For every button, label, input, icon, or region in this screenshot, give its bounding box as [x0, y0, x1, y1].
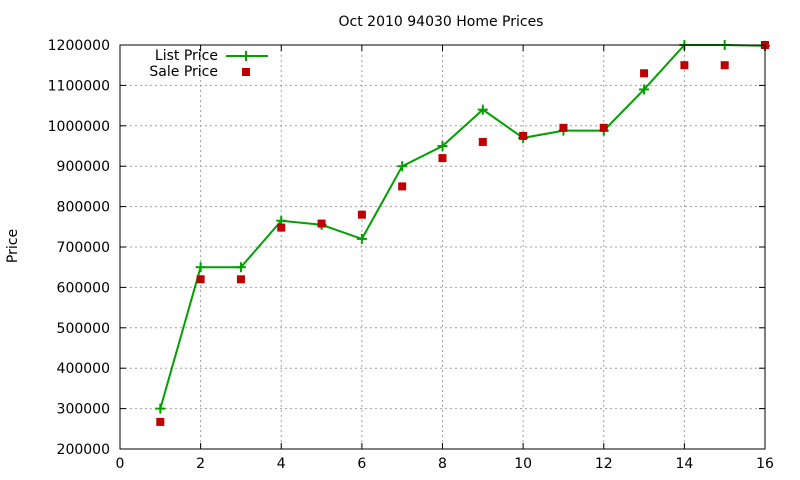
sale-price-marker — [680, 61, 689, 70]
y-tick-label: 200000 — [57, 442, 110, 458]
sale-price-marker — [478, 137, 487, 146]
list-price-marker — [437, 141, 448, 151]
sale-price-marker — [720, 61, 729, 70]
y-tick-label: 500000 — [57, 321, 110, 337]
y-axis-label: Price — [5, 229, 21, 263]
axes-layer: 0 2 4 6 8 10 12 14 16 200000 300000 400000 500000 600… — [48, 38, 774, 472]
x-tick-label: 6 — [357, 456, 366, 472]
sale-price-marker — [236, 275, 245, 284]
x-tick-label: 2 — [196, 456, 205, 472]
list-price-line — [159, 44, 766, 409]
x-tick-label: 4 — [277, 456, 286, 472]
sale-price-marker — [277, 223, 286, 232]
x-tick-label: 14 — [675, 456, 693, 472]
y-tick-label: 700000 — [57, 240, 110, 256]
sale-price-marker — [438, 154, 447, 163]
list-price-marker — [356, 233, 367, 244]
grid-layer — [120, 45, 765, 449]
legend-label-list-price: List Price — [155, 48, 218, 64]
y-tick-label: 1200000 — [48, 38, 110, 54]
x-tick-label: 10 — [514, 456, 532, 472]
y-tick-label: 900000 — [57, 159, 110, 175]
y-tick-label: 400000 — [57, 361, 110, 377]
legend-label-sale-price: Sale Price — [149, 64, 218, 80]
sale-price-marker — [398, 182, 407, 191]
sale-price-marker — [559, 123, 568, 132]
sale-price-marker — [519, 131, 528, 140]
sale-price-marker — [156, 417, 165, 426]
sale-price-marker — [196, 275, 205, 284]
x-tick-label: 12 — [595, 456, 613, 472]
plot-frame — [119, 44, 766, 450]
list-price-marker — [477, 104, 488, 115]
y-tick-label: 600000 — [57, 280, 110, 296]
y-tick-label: 1100000 — [48, 78, 110, 94]
y-tick-label: 300000 — [57, 402, 110, 418]
list-price-marker — [155, 403, 166, 414]
legend-list-price-marker — [241, 51, 251, 61]
y-tick-label: 800000 — [57, 200, 110, 216]
legend-sale-price-marker — [242, 68, 250, 76]
legend: List Price Sale Price — [149, 48, 268, 80]
sale-price-marker — [317, 219, 326, 228]
sale-price-marker — [599, 123, 608, 132]
legend-sample-list-price — [226, 51, 268, 61]
x-tick-label: 0 — [116, 456, 125, 472]
series-layer — [155, 40, 770, 426]
chart-title: Oct 2010 94030 Home Prices — [339, 14, 544, 30]
sale-price-marker — [640, 69, 649, 78]
list-price-marker — [639, 84, 650, 95]
list-price-marker — [397, 161, 408, 172]
legend-sample-sale-price — [242, 68, 250, 76]
x-tick-label: 8 — [438, 456, 447, 472]
y-tick-label: 1000000 — [48, 119, 110, 135]
x-tick-label: 16 — [756, 456, 774, 472]
list-price-marker — [235, 262, 246, 273]
sale-price-marker — [357, 210, 366, 219]
list-price-marker — [195, 262, 206, 273]
